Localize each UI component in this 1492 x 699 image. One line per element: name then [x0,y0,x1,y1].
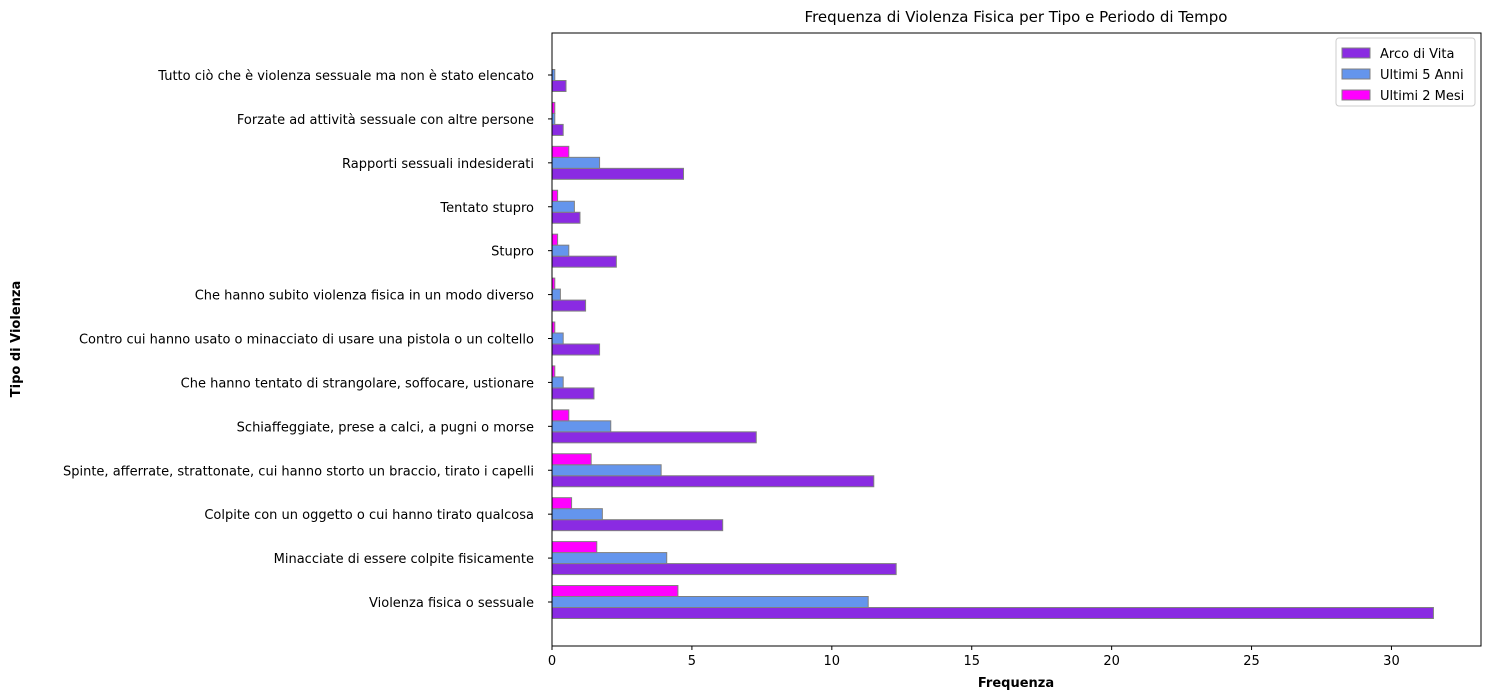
bar-2-1 [551,596,869,608]
x-tick-label: 0 [548,654,556,669]
bar-1-1 [551,607,1434,619]
bar-1-3 [551,519,724,532]
bar-2-8 [551,288,561,301]
y-tick-label: Colpite con un oggetto o cui hanno tirat… [204,508,534,523]
plot-frame [551,32,1482,647]
bar-2-4 [551,464,662,477]
y-ticks-group: Violenza fisica o sessuale Minacciate di … [63,69,552,611]
y-axis-label: Tipo di Violenza [9,281,24,397]
bar-3-3 [551,497,573,510]
y-tick-label: Violenza fisica o sessuale [369,596,534,611]
bar-3-9 [551,233,559,246]
x-tick-label: 20 [1103,654,1120,669]
bar-1-10 [551,211,581,224]
y-tick-label: Minacciate di essere colpite fisicamente [274,552,534,567]
bar-3-1 [551,585,679,597]
bar-3-5 [551,409,570,422]
legend-swatch-3 [1341,89,1371,101]
bar-3-10 [551,189,559,202]
legend-label-1: Arco di Vita [1380,47,1454,62]
y-tick-label: Contro cui hanno usato o minacciato di u… [79,333,534,348]
bar-2-9 [551,244,570,257]
bar-1-13 [551,80,567,92]
bar-1-7 [551,343,601,356]
bar-2-2 [551,552,668,565]
bar-1-6 [551,387,595,400]
legend-label-3: Ultimi 2 Mesi [1380,89,1464,104]
bar-1-12 [551,123,564,136]
bar-2-5 [551,420,612,433]
bar-2-3 [551,508,603,521]
bar-2-6 [551,376,564,389]
bar-1-5 [551,431,757,444]
bar-2-10 [551,200,575,213]
x-axis-label: Frequenza [978,676,1054,691]
bar-3-11 [551,145,570,158]
bar-3-2 [551,541,598,554]
x-ticks-group: 0 5 10 15 20 25 30 [548,646,1400,669]
y-tick-label: Rapporti sessuali indesiderati [342,157,534,172]
legend-swatch-2 [1341,68,1371,80]
chart-title: Frequenza di Violenza Fisica per Tipo e … [805,8,1228,26]
y-tick-label: Che hanno subito violenza fisica in un m… [195,289,534,304]
bar-1-8 [551,299,587,312]
bar-2-11 [551,156,601,169]
x-tick-label: 15 [963,654,980,669]
bar-1-11 [551,167,685,180]
bars-group [551,69,1434,619]
bar-1-4 [551,475,875,488]
x-tick-label: 5 [688,654,696,669]
y-tick-label: Schiaffeggiate, prese a calci, a pugni o… [237,420,534,435]
legend: Arco di Vita Ultimi 5 Anni Ultimi 2 Mesi [1335,37,1476,107]
y-tick-label: Tentato stupro [439,201,534,216]
bar-1-9 [551,255,617,268]
legend-label-2: Ultimi 5 Anni [1380,68,1464,83]
legend-swatch-1 [1341,47,1371,59]
y-tick-label: Stupro [491,245,534,260]
bar-2-7 [551,332,564,345]
y-tick-label: Tutto ciò che è violenza sessuale ma non… [157,69,534,84]
y-tick-label: Che hanno tentato di strangolare, soffoc… [181,376,534,391]
bar-1-2 [551,563,897,576]
y-tick-label: Forzate ad attività sessuale con altre p… [237,113,534,128]
x-tick-label: 30 [1383,654,1400,669]
y-tick-label: Spinte, afferrate, strattonate, cui hann… [63,464,534,479]
bar-3-4 [551,453,592,466]
x-tick-label: 10 [824,654,841,669]
legend-box [1335,37,1476,107]
x-tick-label: 25 [1243,654,1260,669]
